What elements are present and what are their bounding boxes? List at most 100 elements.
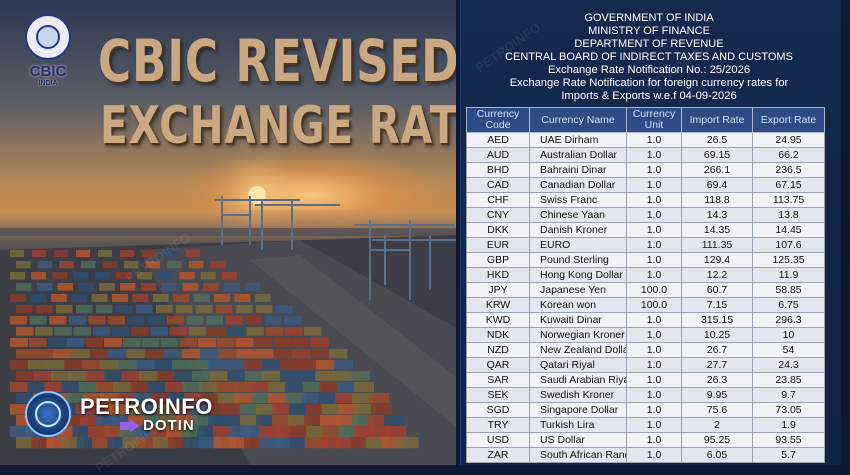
shipping-container	[213, 437, 237, 449]
shipping-container	[75, 404, 97, 415]
table-row: BHD Bahraini Dinar 1.0 266.1 236.5	[466, 162, 825, 178]
shipping-container	[256, 404, 277, 415]
shipping-container	[206, 404, 228, 415]
shipping-container	[91, 294, 108, 302]
shipping-container	[46, 360, 65, 370]
cell-currency-code: JPY	[466, 282, 530, 298]
shipping-container	[192, 371, 212, 381]
shipping-container	[82, 360, 101, 370]
cell-export-rate: 73.05	[752, 402, 825, 418]
shipping-container	[147, 382, 168, 392]
shipping-container	[337, 426, 360, 437]
cell-currency-code: TRY	[466, 417, 530, 433]
table-row: GBP Pound Sterling 1.0 129.4 125.35	[466, 252, 825, 268]
shipping-container	[336, 415, 358, 426]
shipping-container	[354, 382, 374, 392]
shipping-container	[306, 426, 329, 437]
cell-currency-unit: 1.0	[626, 177, 682, 193]
cell-currency-unit: 1.0	[626, 147, 682, 163]
shipping-container	[156, 371, 177, 381]
shipping-container	[144, 415, 166, 426]
table-row: KRW Korean won 100.0 7.15 6.75	[466, 297, 825, 313]
shipping-container	[152, 294, 169, 302]
shipping-container	[164, 382, 185, 392]
cell-currency-code: GBP	[466, 252, 530, 268]
cell-currency-unit: 1.0	[626, 162, 682, 178]
cbic-wordmark: CBIC	[29, 63, 67, 80]
cell-currency-code: QAR	[466, 357, 530, 373]
shipping-container	[130, 382, 151, 392]
shipping-container	[200, 393, 222, 404]
shipping-container	[156, 305, 173, 314]
headline-line-2: EXCHANGE RATES	[100, 96, 460, 156]
cell-currency-unit: 1.0	[626, 192, 682, 208]
cell-currency-name: Swedish Kroner	[529, 387, 627, 403]
shipping-container	[118, 360, 137, 370]
shipping-container	[160, 338, 179, 347]
table-row: USD US Dollar 1.0 95.25 93.55	[466, 432, 825, 448]
notice-line-department: DEPARTMENT OF REVENUE	[574, 38, 724, 50]
shipping-container	[44, 382, 65, 392]
shipping-container	[92, 404, 113, 415]
shipping-container	[150, 393, 171, 404]
shipping-container	[262, 371, 282, 381]
shipping-container	[320, 415, 342, 426]
cell-currency-name: Hong Kong Dollar	[529, 267, 627, 283]
shipping-container	[352, 415, 374, 426]
cell-export-rate: 9.7	[752, 387, 825, 403]
shipping-container	[216, 305, 233, 314]
table-row: NDK Norwegian Kroner 1.0 10.25 10	[466, 327, 825, 343]
shipping-container	[227, 327, 245, 336]
shipping-container	[274, 437, 297, 449]
shipping-container	[150, 426, 173, 437]
shipping-container	[100, 393, 121, 404]
shipping-container	[276, 305, 293, 314]
shipping-container	[10, 382, 30, 392]
cell-currency-code: SAR	[466, 372, 530, 388]
shipping-container	[310, 338, 329, 347]
shipping-container	[336, 382, 357, 392]
shipping-container	[89, 349, 109, 359]
shipping-container	[234, 393, 255, 404]
shipping-container	[30, 294, 47, 302]
cell-currency-name: New Zealand Dollar	[529, 342, 627, 358]
shipping-container	[192, 415, 214, 426]
column-header-name: Currency Name	[529, 107, 627, 133]
cell-currency-name: US Dollar	[529, 432, 627, 448]
cell-currency-unit: 1.0	[626, 132, 682, 148]
cell-currency-code: DKK	[466, 222, 530, 238]
cell-currency-code: CNY	[466, 207, 530, 223]
shipping-container	[305, 404, 327, 415]
shipping-container	[259, 437, 282, 449]
cell-export-rate: 1.9	[752, 417, 825, 433]
shipping-container	[72, 426, 95, 437]
shipping-container	[76, 305, 93, 314]
shipping-container	[297, 371, 318, 381]
cell-currency-unit: 100.0	[626, 297, 682, 313]
shipping-container	[150, 327, 168, 336]
shipping-container	[396, 437, 419, 449]
shipping-container	[66, 393, 87, 404]
notice-line-ministry: MINISTRY OF FINANCE	[588, 25, 710, 37]
shipping-container	[76, 250, 90, 257]
cell-currency-unit: 1.0	[626, 252, 682, 268]
shipping-container	[203, 283, 219, 291]
shipping-container	[112, 327, 130, 336]
shipping-container	[73, 272, 89, 280]
shipping-container	[86, 371, 106, 381]
shipping-container	[251, 393, 272, 404]
shipping-container	[268, 393, 289, 404]
cell-currency-name: Norwegian Kroner	[529, 327, 627, 343]
shipping-container	[240, 415, 262, 426]
shipping-container	[57, 283, 74, 291]
shipping-container	[16, 261, 31, 269]
cell-currency-name: Singapore Dollar	[529, 402, 627, 418]
cell-currency-code: KRW	[466, 297, 530, 313]
cell-import-rate: 315.15	[681, 312, 753, 328]
cell-import-rate: 60.7	[681, 282, 753, 298]
cell-export-rate: 93.55	[752, 432, 825, 448]
shipping-container	[236, 349, 256, 359]
shipping-container	[318, 393, 339, 404]
shipping-container	[16, 283, 32, 291]
cell-import-rate: 14.3	[681, 207, 753, 223]
